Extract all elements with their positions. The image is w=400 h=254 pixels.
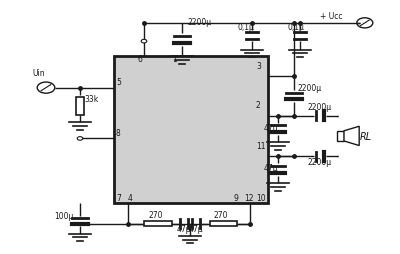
- Text: 11: 11: [256, 141, 266, 151]
- Bar: [114, 56, 268, 203]
- Bar: [144, 221, 172, 226]
- Text: 8: 8: [116, 129, 121, 138]
- Text: 47μ: 47μ: [189, 225, 204, 234]
- Text: 2200μ: 2200μ: [187, 18, 211, 27]
- Text: 2: 2: [256, 101, 261, 110]
- Text: 4: 4: [127, 194, 132, 203]
- Text: 2200μ: 2200μ: [298, 84, 322, 93]
- Text: 47μ: 47μ: [264, 124, 279, 133]
- Text: 7: 7: [117, 194, 122, 203]
- Text: 5: 5: [116, 78, 121, 87]
- Text: 270: 270: [214, 211, 228, 220]
- Text: 2200μ: 2200μ: [308, 103, 332, 112]
- Text: 0,1μ: 0,1μ: [238, 23, 255, 33]
- Text: 0,1μ: 0,1μ: [287, 23, 304, 33]
- Bar: [337, 131, 344, 141]
- Bar: [210, 221, 237, 226]
- Text: 3: 3: [256, 61, 261, 71]
- Text: 9: 9: [234, 194, 239, 203]
- Bar: [76, 97, 84, 115]
- Text: 47μ: 47μ: [177, 225, 192, 234]
- Text: + Ucc: + Ucc: [320, 12, 342, 21]
- Text: 47μ: 47μ: [264, 164, 279, 173]
- Text: 2200μ: 2200μ: [308, 158, 332, 167]
- Text: 12: 12: [244, 194, 254, 203]
- Circle shape: [77, 137, 83, 140]
- Text: 270: 270: [149, 211, 163, 220]
- Text: 1: 1: [172, 55, 177, 64]
- Text: 10: 10: [256, 194, 266, 203]
- Text: 33k: 33k: [84, 94, 98, 104]
- Text: Uin: Uin: [32, 69, 45, 78]
- Text: 6: 6: [138, 55, 143, 64]
- Polygon shape: [344, 126, 359, 146]
- Text: 100μ: 100μ: [54, 212, 73, 221]
- Circle shape: [141, 39, 147, 43]
- Text: RL: RL: [360, 132, 372, 142]
